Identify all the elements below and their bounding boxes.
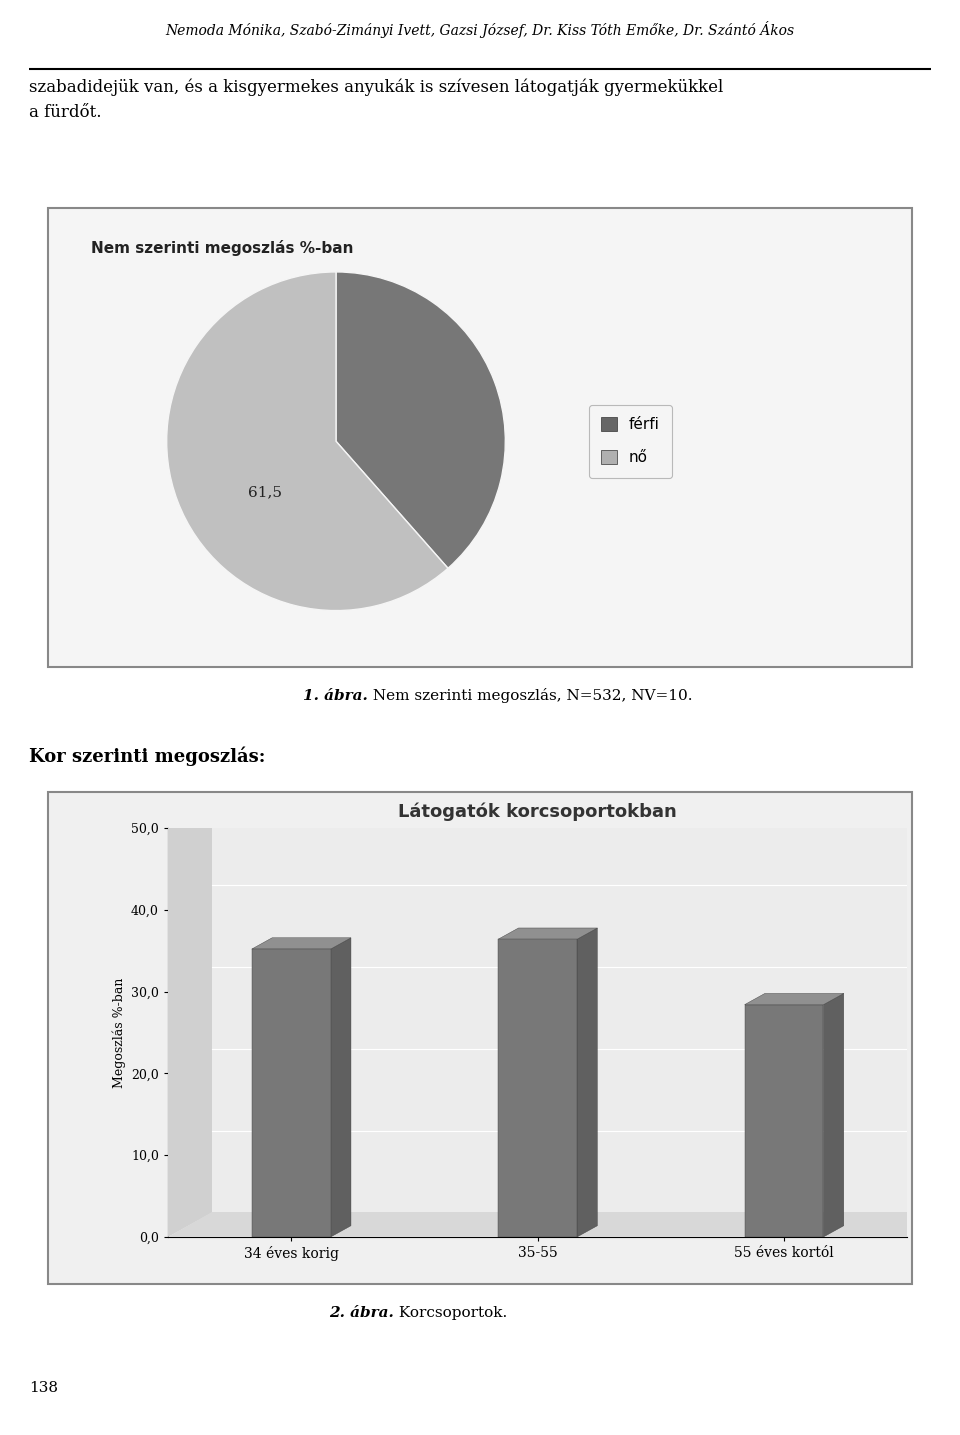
Polygon shape — [498, 928, 597, 940]
Wedge shape — [167, 271, 448, 610]
Polygon shape — [168, 1213, 907, 1237]
FancyBboxPatch shape — [48, 208, 912, 667]
Text: Nem szerinti megoszlás %-ban: Nem szerinti megoszlás %-ban — [91, 240, 353, 257]
Polygon shape — [168, 828, 212, 1237]
FancyBboxPatch shape — [48, 792, 912, 1284]
Text: 138: 138 — [29, 1380, 58, 1395]
Text: 36,4: 36,4 — [522, 918, 553, 933]
Text: 35,2: 35,2 — [276, 928, 306, 943]
Polygon shape — [498, 940, 577, 1237]
Polygon shape — [577, 928, 597, 1237]
Polygon shape — [252, 949, 330, 1237]
Polygon shape — [824, 993, 844, 1237]
Text: Korcsoportok.: Korcsoportok. — [394, 1306, 507, 1320]
Text: 2. ábra.: 2. ábra. — [329, 1306, 394, 1320]
Polygon shape — [252, 938, 351, 949]
Polygon shape — [745, 993, 844, 1004]
Title: Látogatók korcsoportokban: Látogatók korcsoportokban — [398, 802, 677, 821]
Polygon shape — [330, 938, 351, 1237]
Polygon shape — [745, 1004, 824, 1237]
Text: szabadidejük van, és a kisgyermekes anyukák is szívesen látogatják gyermekükkel
: szabadidejük van, és a kisgyermekes anyu… — [29, 79, 723, 121]
Text: Nemoda Mónika, Szabó-Zimányi Ivett, Gazsi József, Dr. Kiss Tóth Emőke, Dr. Szánt: Nemoda Mónika, Szabó-Zimányi Ivett, Gazs… — [165, 20, 795, 37]
Legend: férfi, nő: férfi, nő — [589, 405, 672, 478]
Text: 61,5: 61,5 — [248, 485, 282, 499]
Y-axis label: Megoszlás %-ban: Megoszlás %-ban — [112, 977, 126, 1088]
Polygon shape — [212, 828, 907, 1213]
Text: Kor szerinti megoszlás:: Kor szerinti megoszlás: — [29, 746, 265, 766]
Wedge shape — [336, 271, 505, 568]
Text: Nem szerinti megoszlás, N=532, NV=10.: Nem szerinti megoszlás, N=532, NV=10. — [368, 689, 692, 703]
Text: 1. ábra.: 1. ábra. — [303, 689, 368, 703]
Text: 28,4: 28,4 — [769, 984, 800, 999]
